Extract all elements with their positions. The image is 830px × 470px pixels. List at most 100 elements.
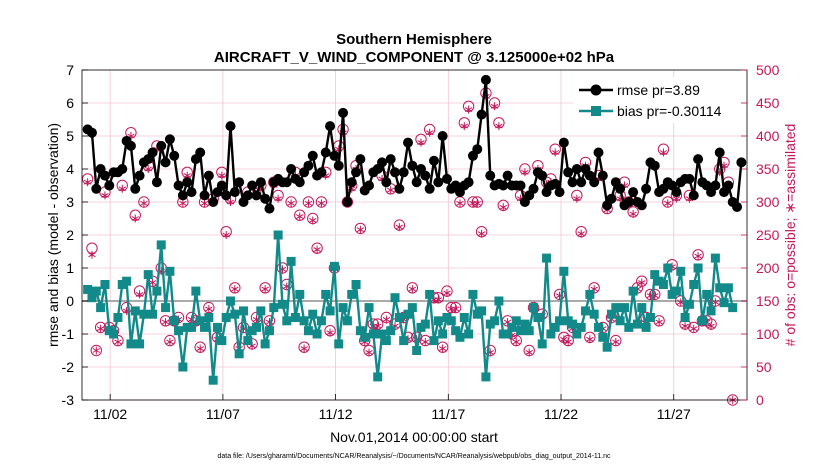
- data-file-note: data file: /Users/gharamti/Documents/NCA…: [217, 453, 611, 460]
- rmse-point: [498, 180, 509, 191]
- rmse-point: [307, 150, 318, 161]
- y-tick-label-left: 2: [66, 227, 74, 243]
- bias-point: [195, 316, 205, 326]
- obs-assimilated-point: [356, 225, 365, 234]
- bias-point: [615, 316, 625, 326]
- y-tick-label-right: 250: [756, 227, 780, 243]
- obs-assimilated-point: [525, 348, 533, 357]
- bias-point: [516, 326, 526, 336]
- rmse-point: [234, 177, 245, 188]
- rmse-point: [411, 177, 422, 188]
- bias-point: [455, 332, 465, 342]
- rmse-point: [567, 177, 578, 188]
- obs-assimilated-point: [300, 344, 308, 353]
- rmse-point: [130, 183, 141, 194]
- rmse-point: [286, 164, 297, 174]
- bias-point: [399, 336, 409, 346]
- rmse-point: [164, 134, 175, 145]
- rmse-point: [424, 183, 435, 194]
- y-tick-label-left: -3: [62, 392, 75, 408]
- bias-point: [260, 339, 270, 349]
- y-tick-label-left: 7: [66, 62, 74, 78]
- rmse-point: [342, 197, 353, 207]
- bias-point: [429, 336, 439, 346]
- bias-point: [645, 313, 655, 322]
- bias-point: [637, 303, 647, 313]
- rmse-point: [151, 177, 162, 188]
- obs-assimilated-point: [638, 278, 646, 287]
- bias-point: [715, 283, 725, 293]
- y-tick-label-left: -1: [62, 326, 75, 342]
- rmse-point: [407, 160, 418, 171]
- rmse-point: [351, 167, 362, 178]
- bias-point: [191, 286, 201, 296]
- rmse-point: [281, 177, 292, 188]
- legend-rmse-marker: [590, 84, 602, 96]
- bias-point: [671, 286, 681, 296]
- rmse-point: [125, 140, 136, 151]
- obs-assimilated-point: [304, 199, 313, 208]
- bias-point: [490, 316, 500, 326]
- obs-assimilated-point: [317, 199, 326, 208]
- y-tick-label-left: 0: [66, 293, 74, 309]
- bias-series: [83, 230, 738, 385]
- obs-assimilated-point: [296, 212, 304, 221]
- bias-point: [619, 303, 629, 313]
- y-tick-label-right: 400: [756, 128, 780, 144]
- rmse-point: [589, 177, 600, 188]
- obs-assimilated-point: [681, 322, 689, 331]
- y-tick-label-left: 6: [66, 95, 74, 111]
- bias-point: [139, 309, 149, 319]
- bias-point: [702, 289, 712, 299]
- obs-assimilated-point: [512, 337, 520, 346]
- obs-assimilated-point: [88, 250, 96, 259]
- bias-point: [178, 362, 188, 372]
- obs-assimilated-point: [490, 102, 499, 111]
- obs-assimilated-point: [83, 178, 92, 187]
- bias-point: [269, 303, 279, 313]
- bias-point: [251, 322, 261, 332]
- rmse-point: [294, 177, 305, 188]
- bias-point: [286, 256, 296, 266]
- rmse-point: [593, 147, 604, 158]
- obs-assimilated-point: [205, 304, 213, 313]
- bias-point: [143, 270, 153, 280]
- obs-assimilated-point: [456, 199, 464, 208]
- bias-point: [316, 316, 326, 326]
- bias-point: [520, 319, 530, 329]
- bias-point: [303, 326, 313, 336]
- obs-possible-point: [90, 344, 102, 357]
- bias-point: [161, 303, 171, 313]
- rmse-point: [264, 203, 275, 214]
- bias-point: [555, 316, 565, 326]
- rmse-point: [636, 200, 647, 211]
- obs-assimilated-point: [473, 199, 481, 208]
- obs-assimilated-point: [118, 184, 126, 193]
- rmse-point: [615, 183, 626, 194]
- bias-point: [494, 296, 504, 306]
- bias-point: [568, 319, 578, 329]
- bias-point: [658, 280, 668, 289]
- bias-point: [650, 270, 660, 280]
- obs-assimilated-point: [386, 186, 395, 195]
- obs-assimilated-point: [451, 304, 460, 313]
- bias-point: [693, 263, 703, 273]
- obs-assimilated-point: [564, 337, 572, 346]
- bias-point: [632, 319, 642, 329]
- x-tick-label: 11/27: [657, 406, 691, 422]
- rmse-point: [199, 190, 210, 201]
- obs-assimilated-point: [395, 223, 404, 232]
- bias-point: [364, 303, 374, 313]
- obs-assimilated-point: [101, 191, 109, 200]
- bias-point: [187, 322, 197, 332]
- bias-point: [412, 346, 422, 355]
- rmse-point: [255, 177, 266, 188]
- bias-point: [299, 316, 309, 326]
- obs-assimilated-point: [140, 199, 148, 208]
- obs-assimilated-point: [114, 337, 122, 346]
- bias-point: [342, 316, 352, 326]
- bias-point: [130, 306, 140, 316]
- bias-point: [680, 313, 690, 322]
- bias-point: [100, 280, 110, 289]
